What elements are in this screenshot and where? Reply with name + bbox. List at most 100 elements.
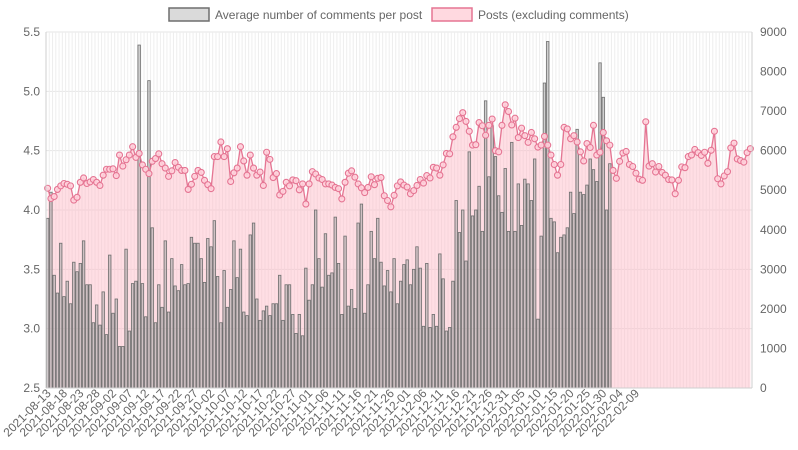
comments-bar <box>193 242 197 389</box>
posts-point <box>740 158 748 166</box>
comments-bar <box>127 330 131 389</box>
posts-point <box>109 165 117 173</box>
comments-bar <box>49 191 53 389</box>
posts-point <box>155 150 163 158</box>
posts-point <box>527 128 535 137</box>
left-axis: 2.5 3.0 3.5 4.0 4.5 5.0 5.5 <box>23 25 47 395</box>
comments-bar <box>229 289 233 389</box>
comments-bar <box>317 258 321 389</box>
comments-bar <box>412 268 416 389</box>
comments-bar <box>503 168 507 389</box>
left-tick-label: 5.5 <box>23 25 40 39</box>
comments-bar <box>199 258 203 389</box>
posts-point <box>540 132 549 140</box>
comments-bar <box>500 211 504 389</box>
comments-bar <box>46 217 50 389</box>
posts-point <box>599 128 607 137</box>
comments-bar <box>454 200 458 389</box>
comments-bar <box>264 305 269 389</box>
posts-point <box>687 151 696 159</box>
comments-bar <box>206 238 210 389</box>
posts-point <box>550 160 558 169</box>
posts-point <box>589 121 598 129</box>
legend-swatch-posts <box>431 7 473 22</box>
comments-bar <box>104 334 109 389</box>
posts-point <box>223 145 231 153</box>
right-tick-label: 0 <box>760 381 767 395</box>
posts-point <box>361 189 369 197</box>
posts-point <box>652 168 660 176</box>
comments-bar <box>144 316 148 389</box>
posts-point <box>642 118 650 126</box>
left-tick-label: 3.5 <box>23 262 40 276</box>
legend-label-comments: Average number of comments per post <box>215 8 423 22</box>
comments-bar <box>108 254 112 389</box>
comments-bar <box>464 260 468 389</box>
comments-bar <box>483 100 488 389</box>
posts-point <box>524 138 532 146</box>
comments-bar <box>59 242 63 389</box>
comments-bar <box>314 209 318 389</box>
comments-bar <box>52 274 56 389</box>
posts-point <box>181 166 189 174</box>
comments-bar <box>519 225 524 389</box>
comments-bar <box>402 264 406 389</box>
comments-bar <box>336 262 341 389</box>
posts-point <box>377 174 385 182</box>
posts-point <box>302 200 310 208</box>
posts-point <box>341 178 349 186</box>
posts-point <box>472 141 480 149</box>
posts-point <box>553 171 562 179</box>
posts-point <box>478 122 486 130</box>
grid <box>45 31 753 389</box>
comments-bar <box>121 346 125 389</box>
posts-point <box>295 186 303 194</box>
comments-bar <box>166 311 171 389</box>
posts-point <box>707 146 715 154</box>
comments-bar <box>359 203 364 389</box>
left-tick-label: 3.0 <box>23 322 40 336</box>
comments-bar <box>281 319 285 389</box>
comments-bar <box>209 246 213 389</box>
comments-bar <box>487 176 491 389</box>
comments-bar <box>516 183 520 389</box>
comments-bar <box>552 221 556 389</box>
comments-bar <box>291 314 295 389</box>
comments-bar <box>98 324 102 389</box>
posts-point <box>135 149 143 157</box>
posts-point <box>609 166 617 174</box>
left-tick-label: 2.5 <box>23 381 40 395</box>
posts-point <box>648 160 656 168</box>
comments-bar <box>428 327 432 389</box>
comments-bar <box>506 230 511 389</box>
legend-item-posts[interactable]: Posts (excluding comments) <box>431 7 629 22</box>
legend-item-comments[interactable]: Average number of comments per post <box>168 7 423 22</box>
posts-point <box>220 153 228 161</box>
comments-bar <box>222 270 226 389</box>
posts-point <box>701 148 709 156</box>
comments-bar <box>137 44 141 389</box>
comments-bar <box>588 158 592 389</box>
posts-point <box>99 171 107 179</box>
left-tick-label: 4.5 <box>23 144 40 158</box>
posts-point <box>338 195 346 203</box>
comments-bar <box>68 303 73 389</box>
posts-point <box>384 196 392 205</box>
comments-bar <box>408 284 413 389</box>
comments-bar <box>88 284 92 389</box>
comments-bar <box>258 319 262 389</box>
posts-point <box>50 193 58 201</box>
comments-bar <box>562 234 566 389</box>
comments-bar <box>467 151 471 389</box>
posts-point <box>671 190 679 198</box>
comments-bar <box>91 322 96 389</box>
posts-point <box>504 107 513 116</box>
posts-point <box>80 174 88 182</box>
posts-point <box>305 180 313 188</box>
posts-point <box>714 175 722 183</box>
comments-bar <box>431 314 435 389</box>
comments-bar <box>461 209 465 389</box>
posts-point <box>655 162 663 171</box>
comments-bar <box>470 215 475 389</box>
comments-bar <box>444 330 449 389</box>
